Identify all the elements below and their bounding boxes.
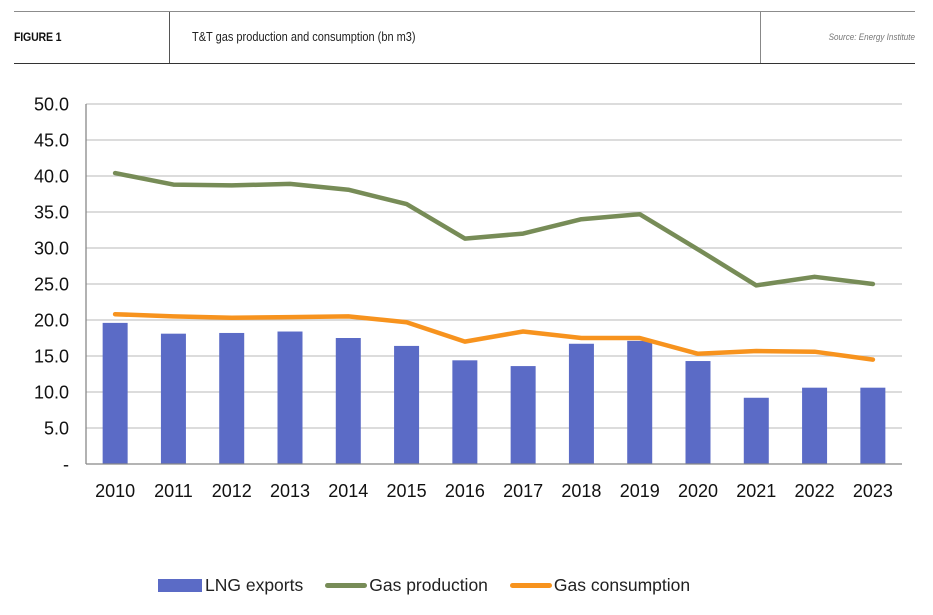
y-tick-label: 50.0: [34, 95, 69, 115]
y-tick-label: 5.0: [44, 419, 69, 439]
bar-lng-exports: [685, 361, 711, 464]
figure-label: FIGURE 1: [14, 30, 62, 44]
y-tick-label: 15.0: [34, 347, 69, 367]
figure-title: T&T gas production and consumption (bn m…: [192, 30, 416, 44]
x-tick-label: 2018: [561, 481, 601, 501]
y-tick-label: 25.0: [34, 275, 69, 295]
x-tick-label: 2015: [387, 481, 427, 501]
line-gas-consumption: [112, 311, 876, 362]
x-tick-label: 2013: [270, 481, 310, 501]
bar-lng-exports: [743, 397, 769, 464]
y-axis-ticks: - 5.0 10.0 15.0 20.0 25.0 30.0 35.0 40.0 45.0 50.0: [34, 95, 69, 475]
bar-lng-exports: [452, 360, 478, 464]
legend-swatch-line: [325, 582, 368, 588]
bar-lng-exports: [335, 338, 361, 464]
header-divider: [169, 12, 170, 63]
bar-lng-exports: [802, 387, 828, 464]
axes: [85, 104, 902, 465]
figure-header: FIGURE 1 T&T gas production and consumpt…: [14, 11, 915, 64]
bar-lng-exports: [102, 322, 128, 464]
x-axis-ticks: 2010 2011 2012 2013 2014 2015 2016 2017 2018 2019…: [95, 481, 893, 501]
x-tick-label: 2021: [736, 481, 776, 501]
y-tick-label: 30.0: [34, 239, 69, 259]
bar-lng-exports: [510, 366, 536, 464]
legend: LNG exports Gas production Gas consumpti…: [158, 573, 712, 597]
bar-lng-exports: [860, 387, 886, 464]
header-divider: [760, 12, 761, 63]
x-tick-label: 2014: [328, 481, 368, 501]
bar-lng-exports: [627, 340, 653, 464]
y-tick-label: 20.0: [34, 311, 69, 331]
y-tick-label: -: [63, 455, 69, 475]
legend-item-gas-production: Gas production: [325, 575, 488, 596]
legend-label: Gas production: [369, 574, 488, 595]
legend-label: Gas consumption: [553, 574, 691, 595]
x-tick-label: 2023: [853, 481, 893, 501]
bar-lng-exports: [219, 332, 245, 464]
x-tick-label: 2016: [445, 481, 485, 501]
x-tick-label: 2019: [620, 481, 660, 501]
x-tick-label: 2011: [154, 481, 193, 501]
x-tick-label: 2020: [678, 481, 718, 501]
legend-label: LNG exports: [205, 574, 304, 595]
x-tick-label: 2017: [503, 481, 543, 501]
x-tick-label: 2012: [212, 481, 252, 501]
y-tick-label: 10.0: [34, 383, 69, 403]
y-tick-label: 40.0: [34, 167, 69, 187]
bar-lng-exports: [394, 345, 420, 464]
legend-item-gas-consumption: Gas consumption: [509, 574, 691, 596]
legend-swatch-bar: [158, 578, 202, 592]
bar-lng-exports: [160, 333, 186, 464]
lng-exports-bars: [102, 322, 886, 464]
line-gas-production: [112, 170, 876, 288]
legend-item-lng-exports: LNG exports: [158, 575, 303, 596]
figure-source: Source: Energy Institute: [828, 32, 915, 42]
legend-swatch-line: [509, 582, 552, 588]
x-tick-label: 2010: [95, 481, 135, 501]
x-tick-label: 2022: [795, 481, 835, 501]
bar-lng-exports: [568, 343, 594, 464]
bar-lng-exports: [277, 331, 303, 464]
y-tick-label: 35.0: [34, 203, 69, 223]
series-lines: [112, 170, 876, 362]
y-tick-label: 45.0: [34, 131, 69, 151]
gridlines: [86, 103, 902, 429]
